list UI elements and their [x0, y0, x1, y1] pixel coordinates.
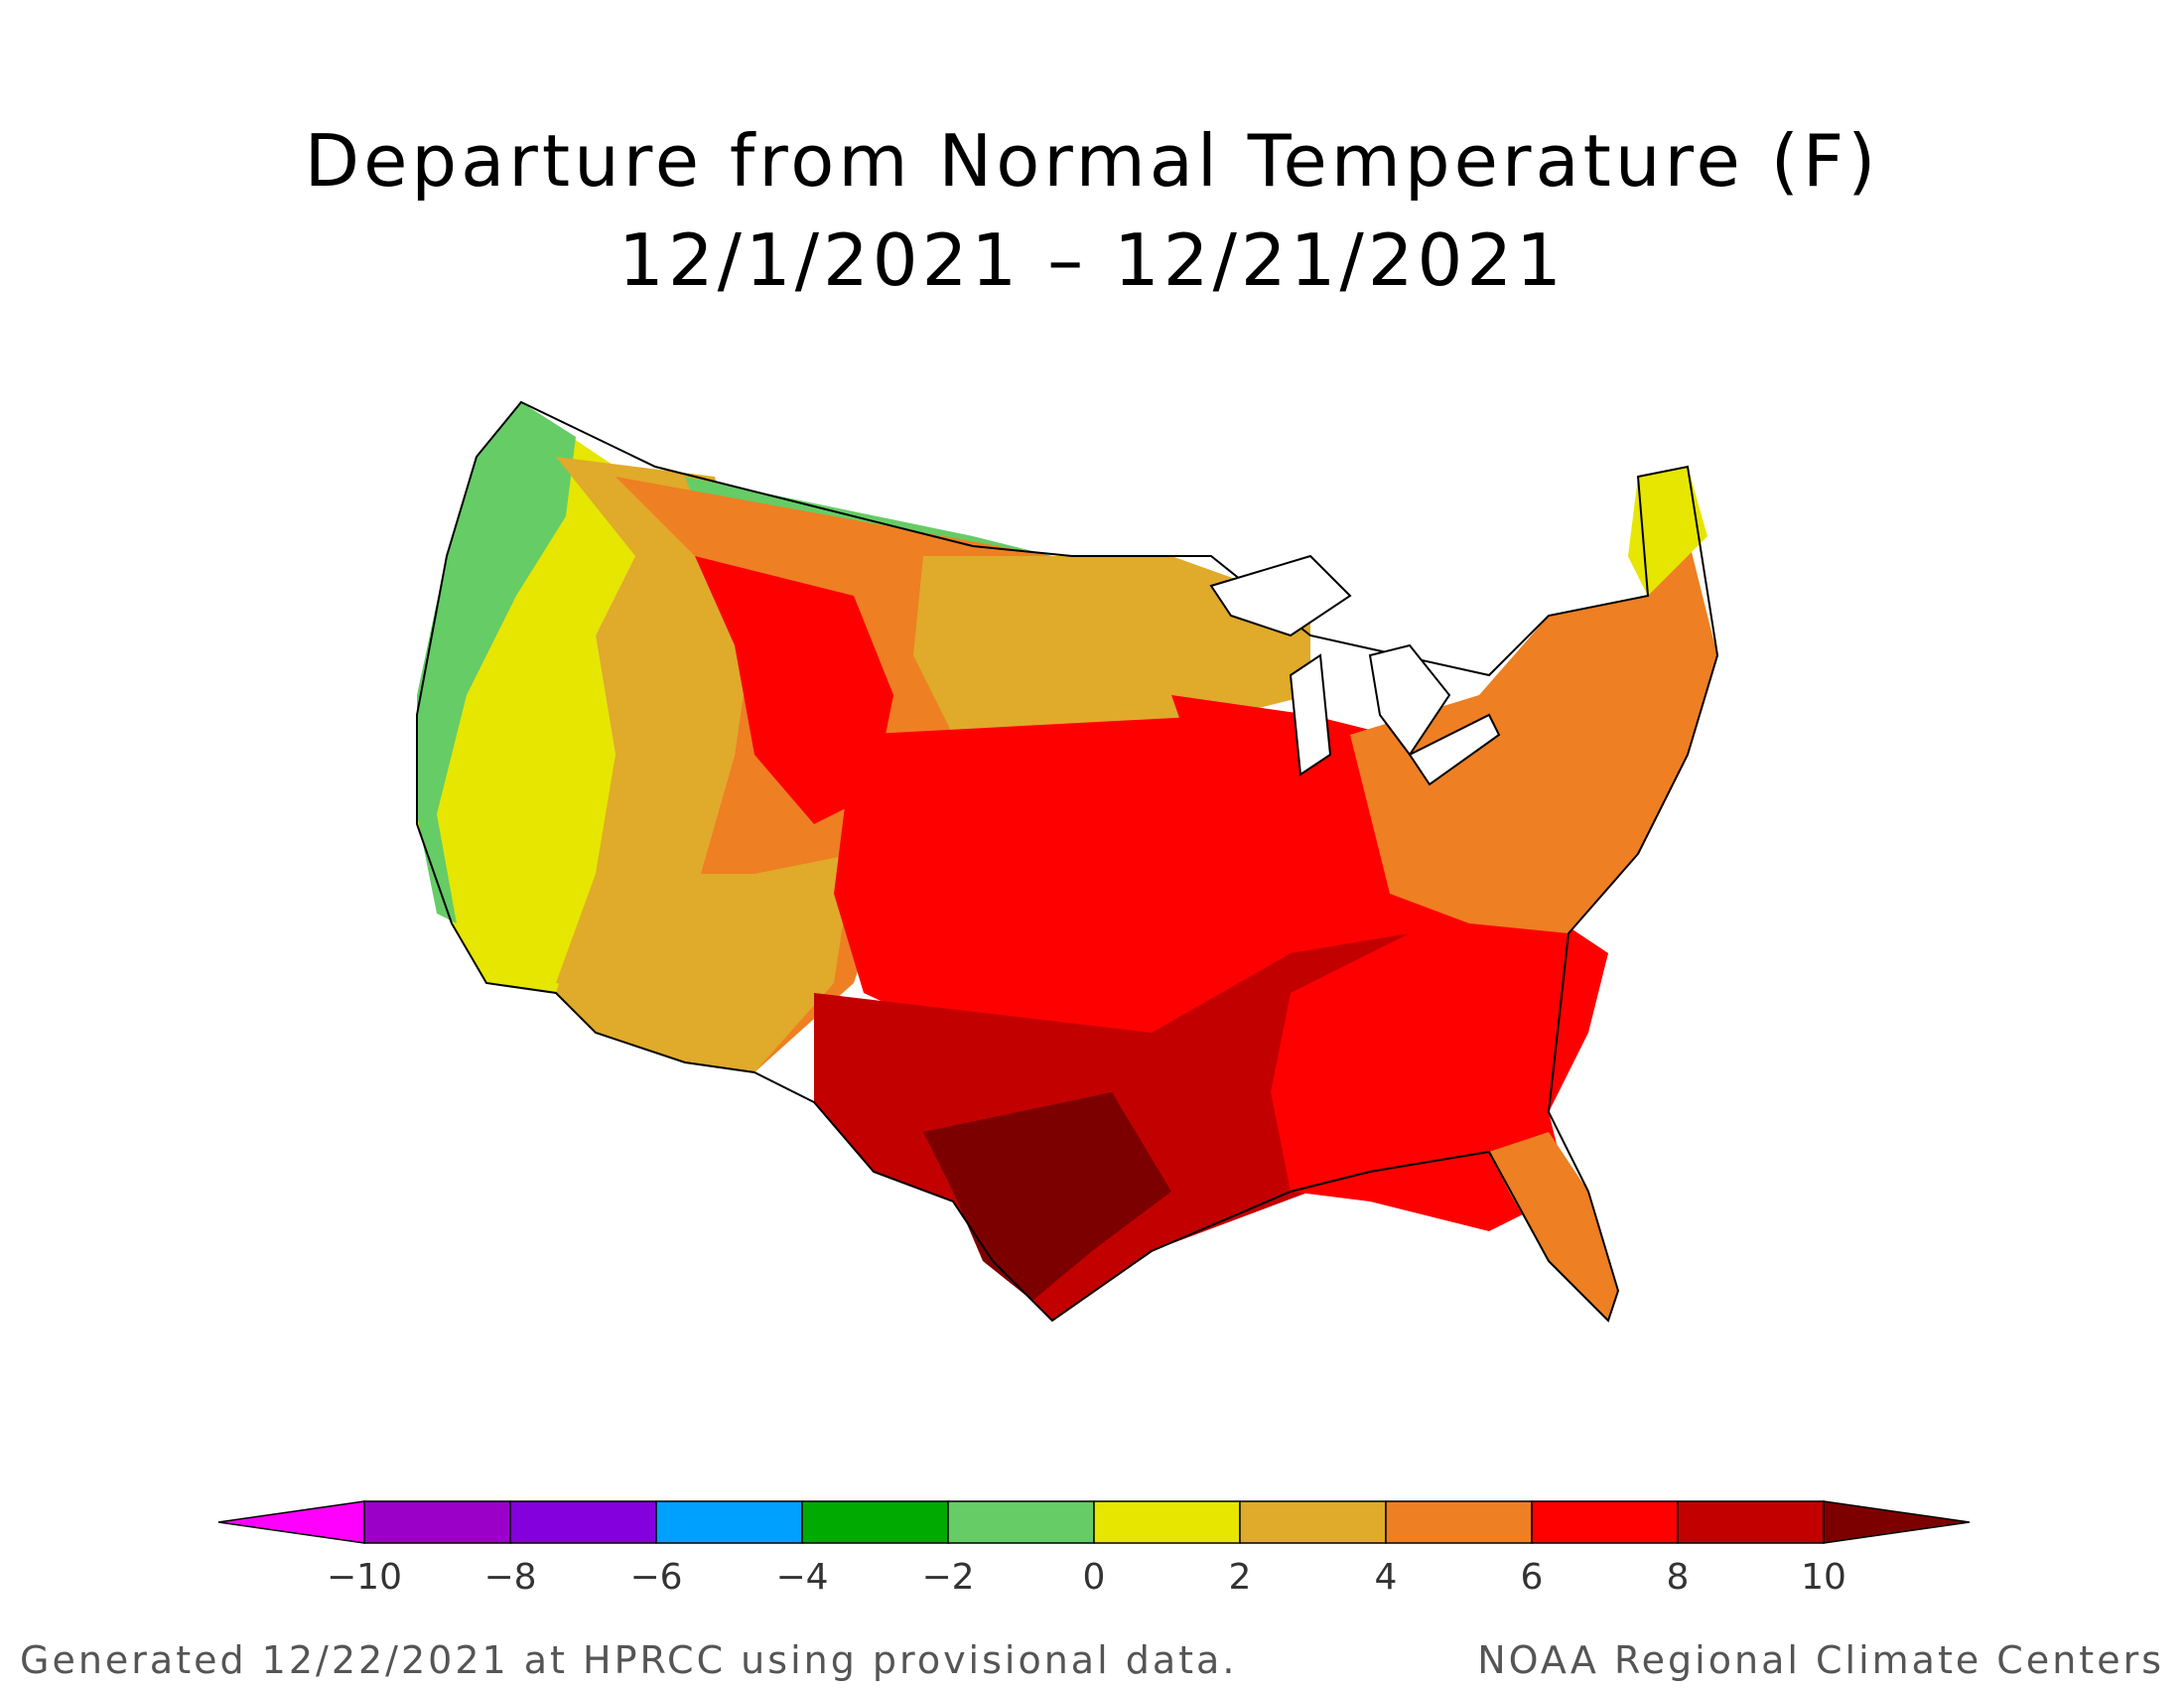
florida-region	[1489, 1132, 1618, 1321]
southwest-region	[556, 854, 854, 1072]
source-credit: NOAA Regional Climate Centers	[1477, 1638, 2164, 1682]
generated-note: Generated 12/22/2021 at HPRCC using prov…	[20, 1638, 1238, 1682]
legend-swatch	[363, 1500, 511, 1544]
legend-tick-label: −10	[327, 1557, 402, 1598]
legend-swatch	[1531, 1500, 1679, 1544]
legend-swatch	[1093, 1500, 1241, 1544]
legend-swatch	[655, 1500, 803, 1544]
legend-swatch	[947, 1500, 1095, 1544]
legend-tick-label: 6	[1521, 1557, 1544, 1598]
legend-tick-label: 8	[1667, 1557, 1690, 1598]
legend-tick-label: 10	[1801, 1557, 1846, 1598]
legend-swatch	[1823, 1500, 1971, 1544]
legend-swatch	[217, 1500, 365, 1544]
legend-swatch	[801, 1500, 949, 1544]
legend-tick-label: 4	[1375, 1557, 1398, 1598]
legend-swatch	[509, 1500, 657, 1544]
legend-tick-label: −6	[629, 1557, 682, 1598]
legend-tick-label: 2	[1229, 1557, 1252, 1598]
map-title: Departure from Normal Temperature (F)	[304, 119, 1880, 203]
maine-region	[1628, 467, 1707, 596]
conus-outline	[416, 400, 1719, 1323]
pacific-nw-coast-region	[417, 402, 576, 923]
date-range-subtitle: 12/1/2021 – 12/21/2021	[618, 218, 1566, 302]
legend-swatch	[1677, 1500, 1825, 1544]
legend-tick-label: 0	[1083, 1557, 1106, 1598]
legend-tick-label: −2	[921, 1557, 974, 1598]
upper-midwest-region	[913, 556, 1310, 735]
northeast-region	[1350, 536, 1717, 933]
legend-swatch	[1385, 1500, 1533, 1544]
temperature-regions	[417, 402, 1717, 1321]
legend-swatch	[1239, 1500, 1387, 1544]
legend-tick-label: −4	[775, 1557, 828, 1598]
legend-tick-label: −8	[483, 1557, 536, 1598]
wyoming-region	[695, 556, 893, 824]
great-lakes	[1209, 554, 1501, 786]
